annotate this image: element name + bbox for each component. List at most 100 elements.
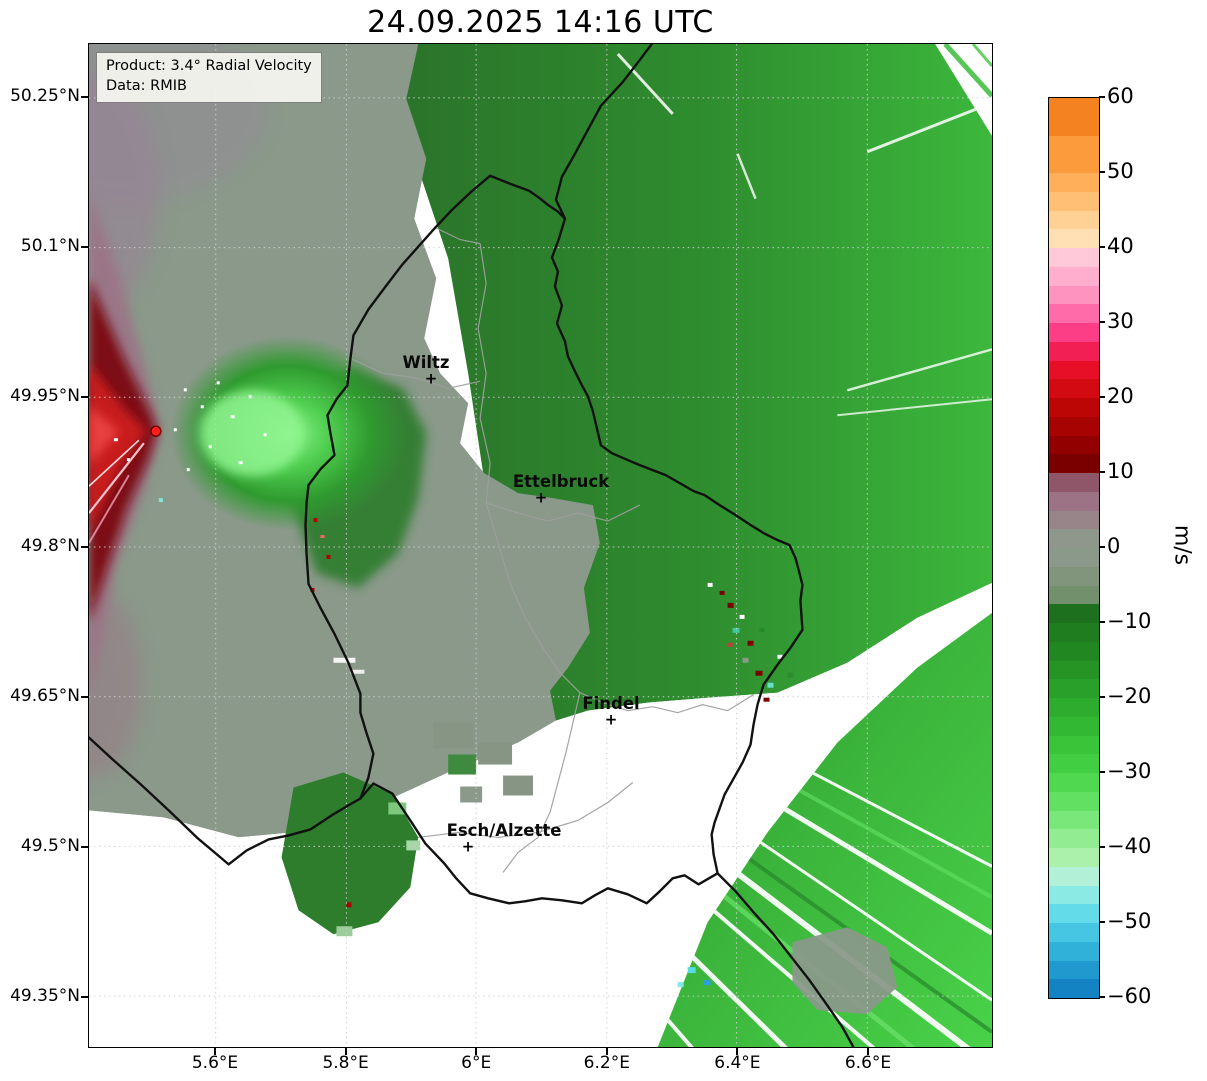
product-info-line2: Data: RMIB: [106, 78, 187, 95]
colorbar-band: [1049, 979, 1099, 998]
border-luxembourg: [304, 174, 804, 905]
colorbar-tick-label: 30: [1107, 309, 1134, 333]
top-right-beam-gaps: [616, 44, 992, 417]
colorbar-band: [1049, 491, 1099, 512]
border-france-germany: [716, 872, 855, 1047]
colorbar-band: [1049, 641, 1099, 662]
x-axis-tick-mark: [736, 1048, 739, 1055]
y-axis-tick-mark: [81, 696, 88, 698]
colorbar-unit-label: m/s: [1169, 524, 1195, 566]
colorbar-band: [1049, 473, 1099, 493]
colorbar-band: [1049, 548, 1099, 568]
timestamp-title: 24.09.2025 14:16 UTC: [367, 5, 714, 40]
colorbar-bands: [1049, 98, 1099, 998]
colorbar-tick-mark: [1099, 846, 1105, 848]
colorbar-tick-label: 20: [1107, 384, 1134, 408]
colorbar-tick-mark: [1099, 996, 1105, 998]
colorbar-tick-label: 10: [1107, 459, 1134, 483]
colorbar-tick-label: −30: [1107, 759, 1152, 783]
colorbar-tick-label: 50: [1107, 159, 1134, 183]
colorbar-tick-label: −60: [1107, 984, 1152, 1008]
y-axis-tick-label: 49.95°N: [10, 386, 80, 406]
colorbar-band: [1049, 379, 1099, 399]
colorbar-band: [1049, 454, 1099, 474]
y-axis-tick-label: 49.5°N: [20, 836, 80, 856]
y-axis-tick-mark: [81, 846, 88, 848]
colorbar-tick-mark: [1099, 621, 1105, 623]
colorbar-band: [1049, 810, 1099, 830]
x-axis-tick-label: 5.8°E: [322, 1053, 369, 1073]
colorbar-tick-mark: [1099, 321, 1105, 323]
colorbar-band: [1049, 660, 1099, 680]
colorbar-band: [1049, 885, 1099, 905]
colorbar-band: [1049, 510, 1099, 530]
x-axis-tick-mark: [214, 1048, 216, 1055]
colorbar-tick-mark: [1099, 546, 1105, 548]
colorbar-band: [1049, 904, 1099, 924]
colorbar-band: [1049, 773, 1099, 793]
colorbar-band: [1049, 941, 1099, 962]
colorbar-band: [1049, 698, 1099, 718]
colorbar-band: [1049, 604, 1099, 624]
colorbar-band: [1049, 341, 1099, 362]
colorbar-band: [1049, 923, 1099, 943]
colorbar-band: [1049, 716, 1099, 737]
colorbar-band: [1049, 360, 1099, 380]
colorbar-band: [1049, 135, 1099, 174]
colorbar-tick-label: −20: [1107, 684, 1152, 708]
colorbar-band: [1049, 848, 1099, 868]
country-borders: [89, 44, 855, 1047]
patchy-cells-mid-south: [433, 722, 534, 803]
x-axis-tick-mark: [605, 1048, 608, 1055]
district-borders: [350, 227, 754, 873]
colorbar-tick-mark: [1099, 171, 1105, 173]
colorbar-band: [1049, 585, 1099, 605]
colorbar-band: [1049, 98, 1099, 137]
y-axis-tick-label: 49.65°N: [10, 686, 80, 706]
colorbar-tick-mark: [1099, 696, 1105, 698]
colorbar-band: [1049, 285, 1099, 305]
y-axis-tick-mark: [81, 996, 88, 998]
x-axis-tick-label: 6°E: [461, 1053, 492, 1073]
radial-beam-gaps: [657, 654, 992, 1047]
bottom-right-streak-region: [657, 612, 992, 1047]
colorbar-band: [1049, 566, 1099, 587]
southwest-green-patch: [281, 772, 421, 937]
colorbar-band: [1049, 529, 1099, 549]
y-axis-tick-label: 49.35°N: [10, 986, 80, 1006]
colorbar-band: [1049, 960, 1099, 980]
map-plot-area: Product: 3.4° Radial Velocity Data: RMIB…: [88, 43, 993, 1048]
colorbar-tick-label: −40: [1107, 834, 1152, 858]
colorbar-band: [1049, 754, 1099, 774]
radar-bright-green-blob: [170, 336, 407, 531]
colorbar-band: [1049, 398, 1099, 418]
colorbar-tick-mark: [1099, 246, 1105, 248]
colorbar-tick-mark: [1099, 771, 1105, 773]
y-axis-tick-label: 50.25°N: [10, 86, 80, 106]
y-axis-tick-label: 50.1°N: [20, 236, 80, 256]
colorbar-band: [1049, 266, 1099, 287]
y-axis-tick-mark: [81, 546, 88, 548]
colorbar-tick-mark: [1099, 96, 1105, 98]
colorbar-tick-label: 0: [1107, 534, 1121, 558]
colorbar-band: [1049, 304, 1099, 324]
colorbar-tick-label: 40: [1107, 234, 1134, 258]
colorbar-tick-mark: [1099, 471, 1105, 473]
colorbar-tick-mark: [1099, 396, 1105, 398]
border-belgium-germany: [554, 44, 653, 220]
colorbar-band: [1049, 829, 1099, 849]
colorbar-band: [1049, 435, 1099, 455]
x-axis-tick-label: 6.6°E: [844, 1053, 892, 1073]
colorbar-tick-label: 60: [1107, 84, 1134, 108]
x-axis-tick-mark: [475, 1048, 478, 1055]
colorbar-band: [1049, 679, 1099, 699]
outbound-red-wedge: [89, 193, 161, 698]
colorbar-tick-mark: [1099, 921, 1105, 923]
colorbar-band: [1049, 416, 1099, 437]
colorbar-band: [1049, 323, 1099, 343]
colorbar-band: [1049, 210, 1099, 230]
radar-site-dot: [150, 425, 162, 437]
clutter-speckles: [113, 381, 794, 988]
x-axis-tick-label: 5.6°E: [191, 1053, 239, 1073]
x-axis-tick-label: 6.4°E: [714, 1053, 761, 1073]
